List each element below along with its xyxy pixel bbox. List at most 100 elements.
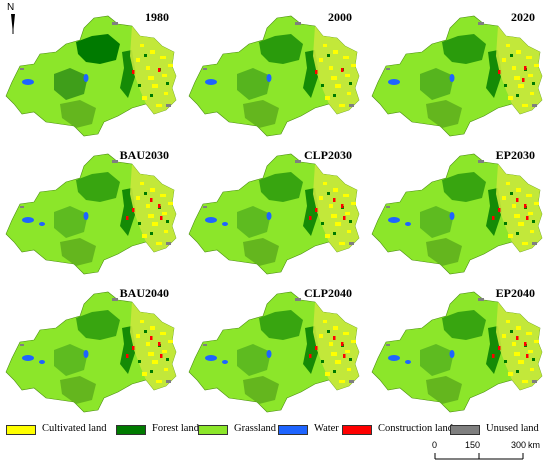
cultivated-patch	[329, 342, 333, 346]
panel-title: EP2040	[495, 286, 535, 300]
forest-patch	[321, 360, 324, 363]
forest-patch	[516, 94, 519, 97]
forest-region	[54, 206, 88, 238]
map-panel: BAU2030	[0, 142, 183, 277]
cultivated-patch	[508, 234, 513, 238]
map-panel: EP2040	[366, 280, 549, 415]
forest-patch	[333, 370, 336, 373]
water-body	[449, 212, 455, 220]
scale-unit: km	[528, 440, 540, 450]
cultivated-patch	[162, 212, 167, 215]
cultivated-patch	[152, 222, 158, 226]
construction-patch	[333, 198, 336, 202]
forest-region	[237, 344, 271, 376]
forest-region	[259, 172, 303, 202]
cultivated-patch	[530, 230, 534, 233]
forest-region	[243, 100, 279, 128]
unused-patch	[349, 242, 354, 245]
cultivated-patch	[508, 372, 513, 376]
land-use-map	[188, 291, 360, 413]
unused-patch	[386, 206, 390, 208]
forest-patch	[150, 94, 153, 97]
forest-patch	[144, 192, 147, 195]
construction-patch	[498, 70, 501, 74]
water-body	[83, 74, 89, 82]
unused-patch	[112, 298, 118, 301]
forest-region	[420, 68, 454, 100]
legend-swatch	[116, 425, 146, 435]
cultivated-patch	[162, 350, 167, 353]
construction-patch	[516, 198, 519, 202]
cultivated-patch	[164, 368, 168, 371]
land-use-map	[371, 291, 543, 413]
construction-patch	[341, 204, 344, 208]
land-use-map	[5, 15, 177, 137]
unused-patch	[295, 160, 301, 163]
cultivated-patch	[148, 352, 154, 356]
construction-patch	[132, 70, 135, 74]
cultivated-patch	[528, 74, 533, 77]
map-panel: 1980	[0, 4, 183, 139]
construction-patch	[498, 346, 501, 350]
scale-bar: 0 150 300 km	[432, 440, 544, 462]
cultivated-patch	[530, 368, 534, 371]
cultivated-patch	[150, 50, 155, 54]
construction-patch	[524, 66, 527, 70]
cultivated-patch	[534, 340, 539, 343]
water-body	[39, 222, 45, 226]
forest-patch	[138, 360, 141, 363]
cultivated-patch	[522, 380, 528, 383]
legend-label: Forest land	[152, 423, 199, 434]
cultivated-patch	[325, 96, 330, 100]
unused-patch	[532, 104, 537, 107]
unused-patch	[295, 22, 301, 25]
forest-region	[420, 206, 454, 238]
cultivated-patch	[164, 92, 168, 95]
construction-patch	[160, 216, 163, 220]
land-use-map	[371, 15, 543, 137]
cultivated-patch	[329, 204, 333, 208]
forest-patch	[327, 330, 330, 333]
construction-patch	[524, 342, 527, 346]
cultivated-patch	[156, 380, 162, 383]
scale-tick-label: 0	[432, 440, 438, 450]
unused-patch	[532, 380, 537, 383]
cultivated-patch	[339, 380, 345, 383]
forest-region	[426, 376, 462, 404]
cultivated-patch	[136, 58, 140, 62]
legend-swatch	[198, 425, 228, 435]
scale-tick-label: 150	[465, 440, 481, 450]
forest-region	[54, 344, 88, 376]
water-body	[388, 217, 400, 223]
cultivated-patch	[528, 350, 533, 353]
cultivated-patch	[347, 368, 351, 371]
forest-patch	[504, 84, 507, 87]
cultivated-patch	[522, 242, 528, 245]
cultivated-patch	[345, 212, 350, 215]
cultivated-patch	[345, 74, 350, 77]
forest-region	[442, 172, 486, 202]
north-label: N	[7, 2, 15, 13]
cultivated-patch	[168, 340, 173, 343]
cultivated-patch	[146, 342, 150, 346]
cultivated-patch	[319, 58, 323, 62]
cultivated-patch	[331, 352, 337, 356]
land-use-map	[5, 153, 177, 275]
cultivated-patch	[164, 230, 168, 233]
cultivated-patch	[506, 182, 510, 185]
cultivated-patch	[319, 196, 323, 200]
cultivated-patch	[335, 84, 341, 88]
forest-patch	[349, 358, 352, 361]
water-body	[222, 222, 228, 226]
cultivated-patch	[534, 202, 539, 205]
construction-patch	[132, 346, 135, 350]
scale-tick-label: 300	[511, 440, 527, 450]
construction-patch	[158, 204, 161, 208]
unused-patch	[203, 206, 207, 208]
water-body	[205, 355, 217, 361]
forest-patch	[510, 54, 513, 57]
unused-patch	[349, 380, 354, 383]
cultivated-patch	[162, 74, 167, 77]
cultivated-patch	[335, 222, 341, 226]
construction-patch	[126, 216, 129, 220]
